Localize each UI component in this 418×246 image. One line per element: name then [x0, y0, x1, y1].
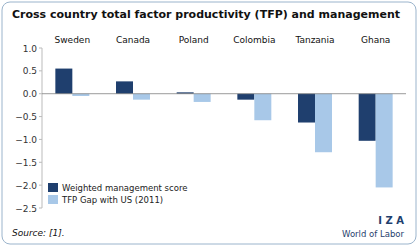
title: Cross country total factor productivity … [12, 8, 400, 21]
y-tick-label: −1.0 [15, 135, 37, 145]
category-label: Poland [179, 35, 209, 45]
category-label: Ghana [361, 35, 390, 45]
bar [133, 94, 150, 100]
source: Source: [1]. [12, 228, 65, 238]
legend-swatch [48, 183, 58, 192]
zero-line [42, 93, 406, 94]
legend-label: Weighted management score [62, 183, 187, 193]
category-label: Tanzania [294, 35, 334, 45]
category-label: Colombia [233, 35, 275, 45]
bar [55, 69, 72, 94]
y-tick-label: −2.0 [15, 181, 37, 191]
y-tick-label: −0.5 [15, 112, 37, 122]
y-tick-label: 1.0 [23, 44, 38, 54]
bar [315, 94, 332, 153]
category-label: Sweden [55, 35, 91, 45]
bar [116, 81, 133, 93]
y-tick-label: 0.5 [23, 66, 37, 76]
legend-label: TFP Gap with US (2011) [61, 195, 163, 205]
y-tick-label: −1.5 [15, 158, 37, 168]
bar [376, 94, 393, 188]
annotation: I Z A [378, 215, 404, 226]
y-tick-label: 0.0 [23, 89, 38, 99]
y-axis [42, 48, 43, 208]
bar [359, 94, 376, 141]
bars [55, 69, 392, 188]
frame [2, 2, 416, 244]
bar [237, 94, 254, 100]
bar [254, 94, 271, 121]
legend: Weighted management score TFP Gap with US… [48, 183, 187, 205]
chart: Cross country total factor productivity … [0, 0, 418, 246]
bar [298, 94, 315, 123]
category-label: Canada [116, 35, 150, 45]
legend-swatch [48, 195, 58, 204]
y-tick-label: −2.5 [15, 204, 37, 214]
bar [194, 94, 211, 102]
annotation: World of Labor [342, 229, 404, 239]
